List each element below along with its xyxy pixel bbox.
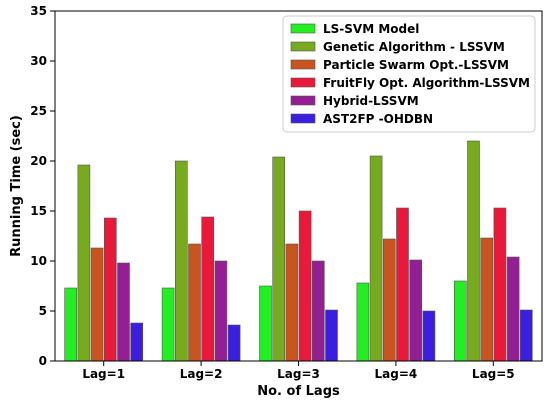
bar-3-5 bbox=[480, 237, 494, 362]
x-tick-label: Lag=5 bbox=[472, 367, 515, 381]
bar-5-1 bbox=[117, 262, 130, 362]
bar-5-2 bbox=[214, 260, 228, 362]
bar-2-5 bbox=[467, 140, 480, 362]
x-axis-label: No. of Lags bbox=[257, 384, 340, 399]
bar-3-1 bbox=[90, 247, 104, 362]
y-tick-label: 0 bbox=[39, 354, 47, 368]
bar-4-4 bbox=[396, 207, 409, 362]
bar-3-4 bbox=[382, 238, 396, 362]
bar-1-1 bbox=[64, 287, 77, 362]
y-axis-label: Running Time (sec) bbox=[9, 115, 24, 257]
legend-box bbox=[282, 15, 536, 133]
y-tick-label: 20 bbox=[30, 154, 47, 168]
bar-6-1 bbox=[130, 322, 143, 362]
legend-swatch bbox=[290, 77, 316, 88]
legend-swatch bbox=[290, 23, 316, 34]
legend-label: Hybrid-LSSVM bbox=[323, 94, 419, 108]
bar-1-5 bbox=[453, 280, 467, 362]
x-tick-label: Lag=3 bbox=[277, 367, 320, 381]
x-tick-label: Lag=1 bbox=[82, 367, 125, 381]
bar-2-2 bbox=[175, 160, 188, 362]
bar-3-3 bbox=[285, 243, 299, 362]
x-tick-label: Lag=2 bbox=[180, 367, 223, 381]
legend-swatch bbox=[290, 113, 316, 124]
bar-6-2 bbox=[227, 324, 241, 362]
y-tick-label: 15 bbox=[30, 204, 47, 218]
y-tick-label: 25 bbox=[30, 104, 47, 118]
bar-1-3 bbox=[259, 285, 272, 362]
legend-label: Particle Swarm Opt.-LSSVM bbox=[323, 58, 509, 72]
legend-label: FruitFly Opt. Algorithm-LSSVM bbox=[323, 76, 530, 90]
bar-4-5 bbox=[493, 207, 507, 362]
bar-3-2 bbox=[188, 243, 201, 362]
legend-label: LS-SVM Model bbox=[323, 22, 419, 36]
y-tick-label: 30 bbox=[30, 54, 47, 68]
bar-1-2 bbox=[161, 287, 175, 362]
y-tick-label: 35 bbox=[30, 4, 47, 18]
bar-2-3 bbox=[272, 156, 286, 362]
legend-label: AST2FP -OHDBN bbox=[323, 112, 433, 126]
bar-5-3 bbox=[311, 260, 325, 362]
bar-6-3 bbox=[325, 309, 338, 362]
bar-5-4 bbox=[409, 259, 423, 362]
bar-6-5 bbox=[519, 309, 533, 362]
legend: LS-SVM Model Genetic Algorithm - LSSVM Par… bbox=[282, 15, 536, 133]
plot-frame bbox=[54, 10, 543, 362]
bar-4-1 bbox=[104, 217, 117, 362]
bar-6-4 bbox=[422, 310, 436, 362]
legend-swatch bbox=[290, 41, 316, 52]
bar-2-4 bbox=[369, 155, 383, 362]
bar-5-5 bbox=[506, 256, 520, 362]
bar-4-2 bbox=[201, 216, 214, 362]
bar-2-1 bbox=[77, 164, 91, 362]
legend-label: Genetic Algorithm - LSSVM bbox=[323, 40, 505, 54]
legend-swatch bbox=[290, 59, 316, 70]
legend-swatch bbox=[290, 95, 316, 106]
y-tick-label: 10 bbox=[30, 254, 47, 268]
y-tick-label: 5 bbox=[39, 304, 47, 318]
x-tick-label: Lag=4 bbox=[375, 367, 418, 381]
bar-4-3 bbox=[298, 210, 312, 362]
bar-1-4 bbox=[356, 282, 370, 362]
